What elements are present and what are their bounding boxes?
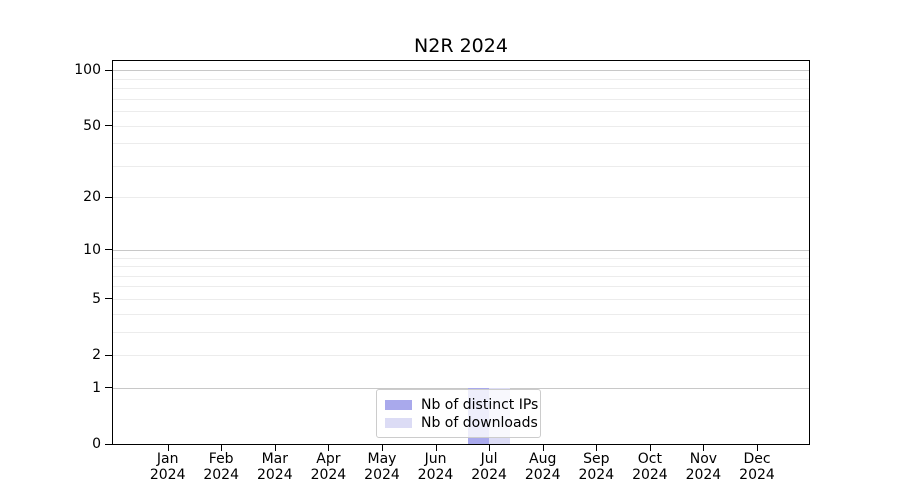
gridline-minor [113, 143, 809, 145]
x-tick-label: Mar 2024 [243, 451, 307, 483]
x-tick-mark [382, 445, 383, 451]
y-tick-mark [105, 249, 112, 251]
y-tick-label: 2 [92, 347, 101, 363]
y-tick-mark [105, 354, 112, 356]
x-tick-year: 2024 [149, 467, 186, 483]
x-tick-label: Sep 2024 [564, 451, 628, 483]
gridline-minor [113, 78, 809, 80]
x-tick-mark [167, 445, 169, 451]
x-tick-month: May [367, 451, 397, 467]
x-tick-month: Oct [637, 451, 662, 467]
x-tick-label: Apr 2024 [296, 451, 360, 483]
gridline-minor [113, 286, 809, 288]
gridline-minor [113, 165, 809, 167]
x-tick-mark [649, 445, 651, 451]
y-tick-label: 1 [92, 379, 101, 396]
y-tick-mark [105, 125, 112, 126]
x-tick-mark [596, 445, 598, 451]
y-tick-label: 100 [74, 62, 101, 79]
x-tick-label: May 2024 [350, 451, 414, 483]
legend-label: Nb of downloads [421, 415, 538, 431]
gridline-minor [113, 197, 809, 199]
x-tick-year: 2024 [685, 467, 722, 483]
gridline-minor [113, 266, 809, 267]
chart-title: N2R 2024 [414, 35, 508, 57]
y-tick-label: 5 [92, 290, 101, 307]
gridline-major [113, 387, 809, 389]
x-tick-mark [542, 445, 544, 451]
legend-item-distinct-ips: Nb of distinct IPs [385, 396, 538, 414]
gridline-minor [113, 125, 809, 127]
x-tick-mark [703, 445, 705, 451]
x-tick-year: 2024 [256, 467, 293, 483]
x-tick-mark [328, 445, 330, 451]
gridline-minor [113, 331, 809, 333]
x-tick-label: Jan 2024 [136, 451, 200, 483]
x-tick-month: Jun [424, 451, 447, 467]
legend-item-downloads: Nb of downloads [385, 414, 538, 432]
x-tick-month: Nov [689, 451, 718, 467]
x-tick-year: 2024 [524, 467, 561, 483]
x-tick-mark [274, 445, 276, 451]
y-tick-mark [105, 196, 112, 198]
x-tick-label: Nov 2024 [671, 451, 735, 483]
y-tick-mark [105, 387, 112, 389]
legend: Nb of distinct IPs Nb of downloads [376, 389, 541, 438]
gridline-minor [113, 298, 809, 300]
gridline-minor [113, 98, 809, 100]
gridline-minor [113, 355, 809, 356]
x-tick-year: 2024 [578, 467, 615, 483]
y-tick-label: 50 [83, 117, 101, 134]
y-tick-mark [105, 69, 112, 71]
y-tick-mark [105, 443, 112, 445]
gridline-minor [113, 88, 809, 89]
x-tick-month: Jul [480, 451, 498, 467]
y-tick-label: 20 [83, 189, 101, 206]
legend-swatch [385, 418, 412, 428]
x-tick-mark [757, 445, 758, 451]
x-tick-label: Jul 2024 [457, 451, 521, 483]
x-tick-year: 2024 [203, 467, 239, 483]
gridline-minor [113, 275, 809, 277]
x-tick-label: Oct 2024 [618, 451, 682, 483]
gridline-major [113, 70, 809, 72]
x-tick-mark [489, 445, 491, 451]
y-tick-label: 10 [83, 241, 101, 258]
gridline-minor [113, 110, 809, 112]
x-tick-label: Feb 2024 [189, 451, 253, 483]
y-tick-mark [105, 298, 112, 300]
x-tick-mark [435, 445, 437, 451]
x-tick-year: 2024 [471, 467, 507, 483]
x-tick-year: 2024 [739, 467, 775, 483]
x-tick-year: 2024 [364, 467, 400, 483]
legend-swatch [385, 400, 412, 410]
x-tick-label: Dec 2024 [725, 451, 789, 483]
x-tick-label: Aug 2024 [511, 451, 575, 483]
x-tick-month: Apr [316, 451, 341, 467]
gridline-major [113, 249, 809, 251]
x-tick-month: Feb [208, 451, 234, 467]
plot-area [112, 60, 810, 445]
x-tick-month: Sep [583, 451, 610, 467]
gridline-minor [113, 257, 809, 259]
y-tick-label: 0 [92, 436, 101, 452]
gridline-minor [113, 313, 809, 315]
x-tick-year: 2024 [417, 467, 454, 483]
legend-label: Nb of distinct IPs [421, 397, 539, 413]
x-tick-month: Jan [156, 451, 179, 467]
x-tick-year: 2024 [310, 467, 347, 483]
x-tick-year: 2024 [632, 467, 668, 483]
x-tick-month: Aug [529, 451, 557, 467]
x-tick-month: Dec [743, 451, 771, 467]
x-tick-label: Jun 2024 [404, 451, 468, 483]
x-tick-month: Mar [261, 451, 288, 467]
x-tick-mark [221, 445, 223, 451]
